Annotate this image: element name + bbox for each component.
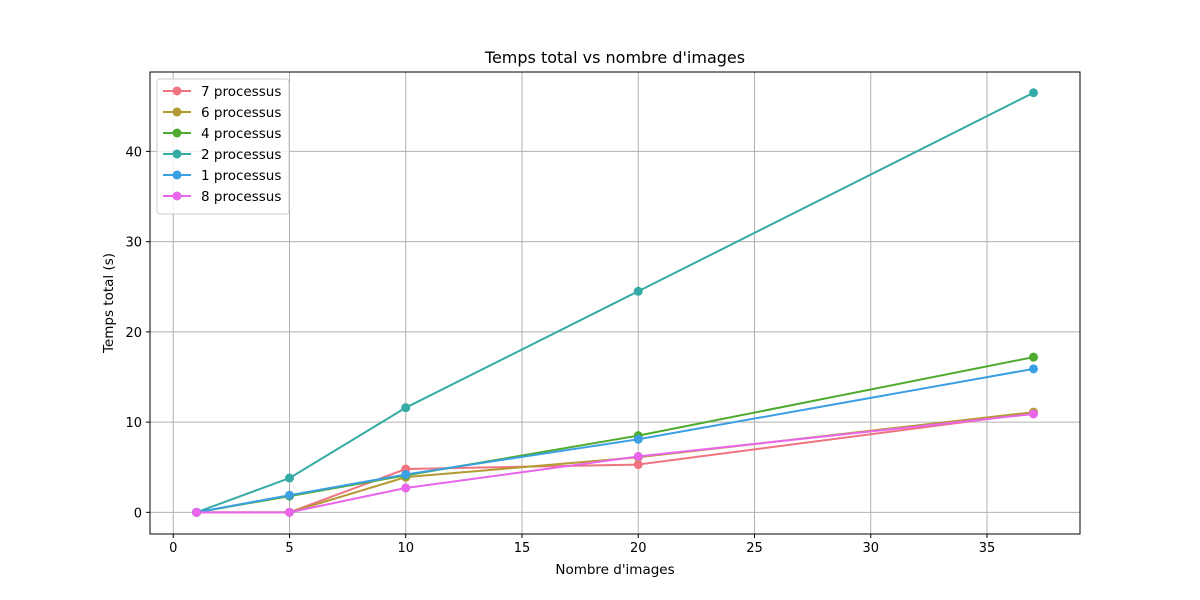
legend-marker [172, 86, 182, 96]
data-point-7-processus [633, 460, 643, 470]
data-point-4-processus [1029, 352, 1038, 362]
legend-label: 7 processus [201, 84, 281, 100]
legend: 7 processus 6 processus 4 processus 2 proce… [156, 78, 290, 215]
y-tick-label: 10 [125, 416, 142, 431]
legend-marker [172, 191, 182, 201]
ticks: 0 5 10 15 20 25 30 35 0 10 20 30 40 [125, 145, 995, 556]
series-group [192, 88, 1038, 517]
data-point-1-processus [1029, 364, 1038, 374]
grid [150, 72, 1080, 534]
x-axis-label: Nombre d'images [555, 562, 674, 578]
x-tick-label: 35 [979, 541, 996, 556]
legend-label: 1 processus [201, 168, 281, 184]
data-point-8-processus [1029, 409, 1038, 419]
y-tick-label: 40 [125, 145, 142, 160]
data-point-1-processus [401, 469, 411, 479]
x-tick-label: 5 [285, 541, 293, 556]
legend-label: 8 processus [201, 189, 281, 205]
y-axis-label: Temps total (s) [101, 253, 117, 354]
legend-marker [172, 107, 182, 117]
legend-marker [172, 128, 182, 138]
data-point-2-processus [285, 473, 294, 483]
chart-title: Temps total vs nombre d'images [484, 48, 745, 67]
x-tick-label: 25 [746, 541, 763, 556]
data-point-8-processus [401, 483, 411, 493]
data-point-1-processus [633, 434, 643, 444]
data-point-8-processus [633, 451, 643, 461]
data-point-2-processus [401, 403, 411, 413]
legend-marker [172, 149, 182, 159]
legend-label: 6 processus [201, 105, 281, 121]
plot-frame [149, 71, 1081, 535]
x-tick-label: 30 [862, 541, 879, 556]
x-tick-label: 0 [169, 541, 177, 556]
y-tick-label: 0 [134, 506, 142, 521]
legend-marker [172, 170, 182, 180]
x-tick-label: 10 [397, 541, 414, 556]
x-tick-label: 15 [514, 541, 531, 556]
y-tick-label: 30 [125, 236, 142, 251]
x-tick-label: 20 [630, 541, 647, 556]
data-point-8-processus [192, 507, 201, 517]
data-point-2-processus [633, 286, 643, 296]
data-point-1-processus [285, 490, 294, 500]
y-tick-label: 20 [125, 326, 142, 341]
legend-label: 4 processus [201, 126, 281, 142]
legend-label: 2 processus [201, 147, 281, 163]
data-point-8-processus [285, 507, 294, 517]
data-point-2-processus [1029, 88, 1038, 98]
